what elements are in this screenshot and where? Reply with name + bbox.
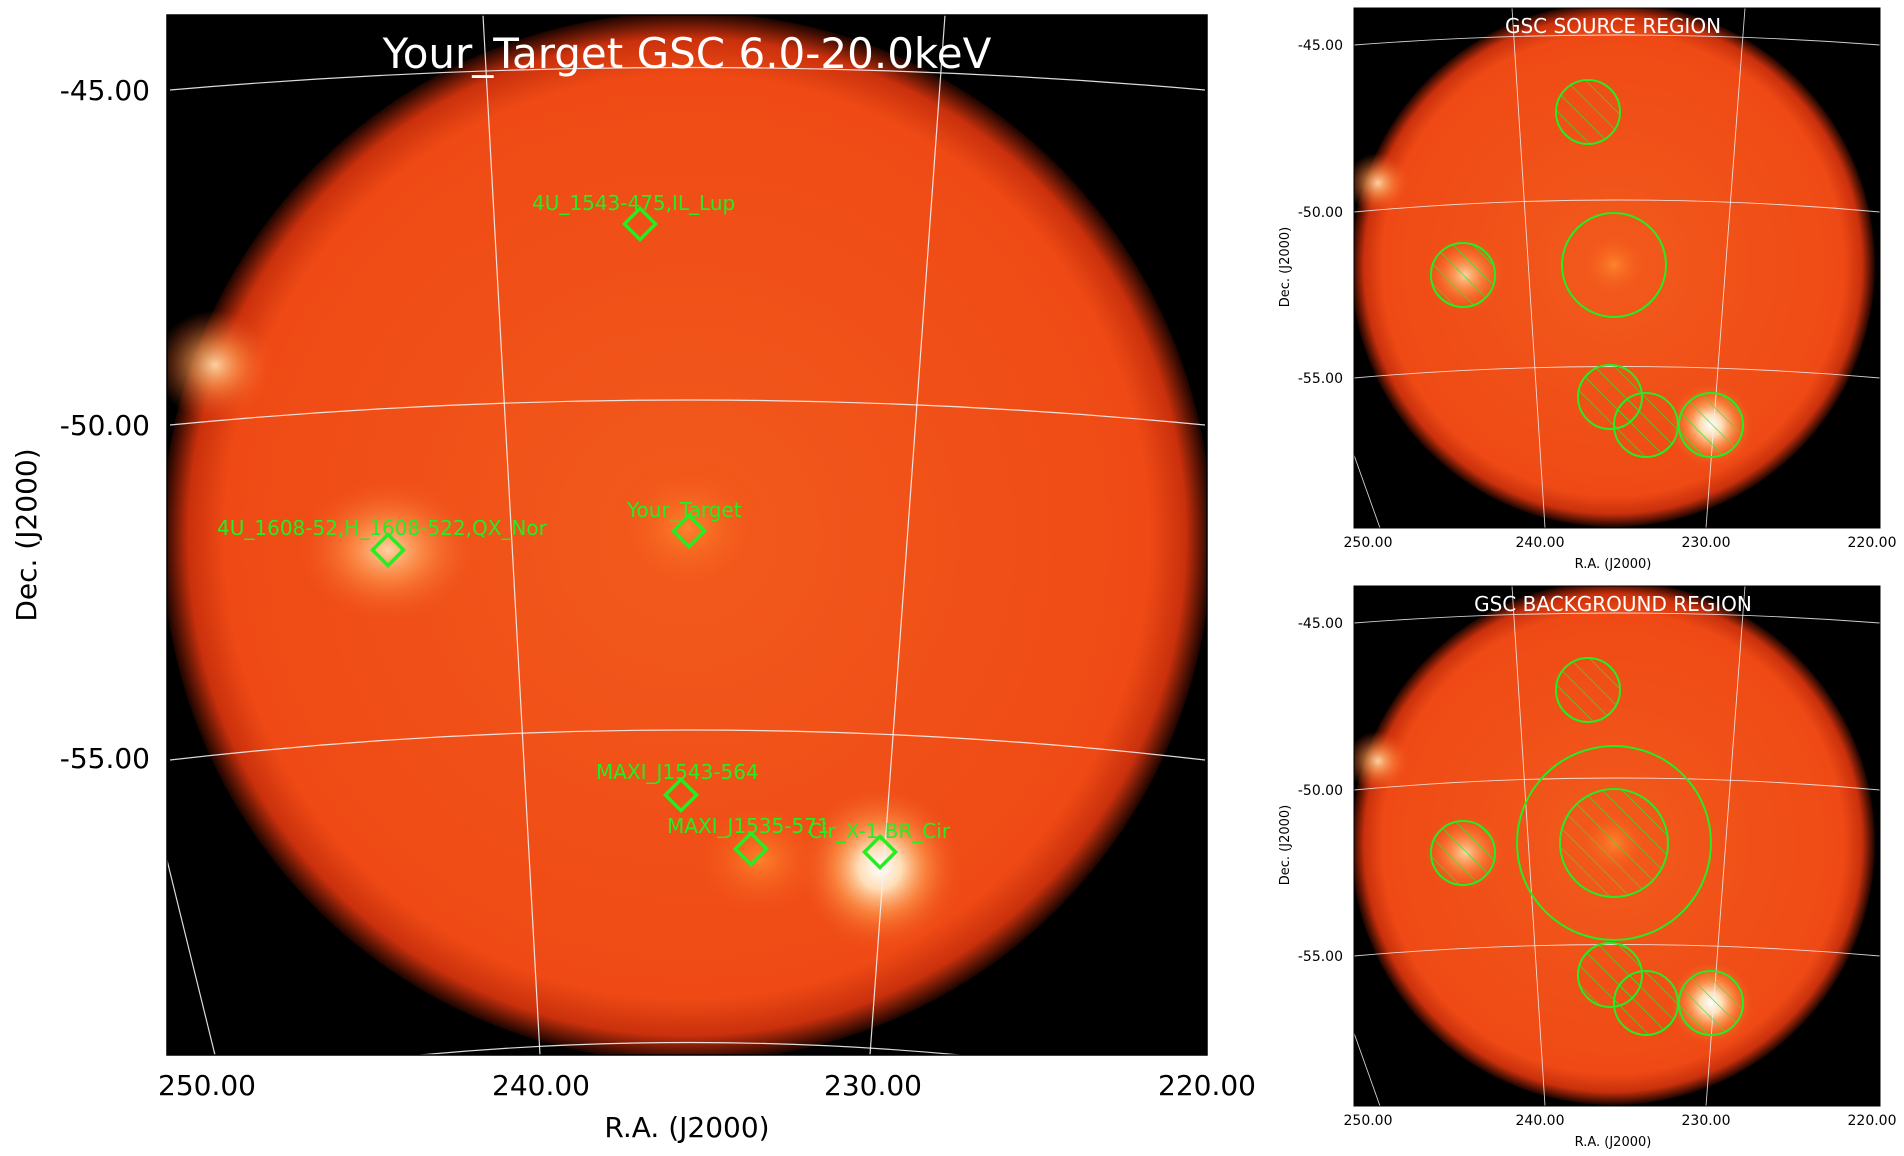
main-x-tick-label: 250.00 <box>158 1069 256 1102</box>
excluded-source-region <box>1559 788 1669 898</box>
bkg-y-tick-label: -45.00 <box>1298 616 1343 632</box>
src-y-tick-label: -55.00 <box>1298 371 1343 387</box>
bkg-y-tick-label: -50.00 <box>1298 783 1343 799</box>
excluded-region <box>1555 657 1621 723</box>
excluded-region <box>1678 970 1744 1036</box>
source-region-panel: GSC SOURCE REGION -45.00 -50.00 -55.00 2… <box>1278 7 1897 572</box>
main-y-tick-label: -55.00 <box>60 742 150 775</box>
source-label: Your_Target <box>626 498 742 522</box>
main-y-tick-label: -50.00 <box>60 409 150 442</box>
background-panel-title: GSC BACKGROUND REGION <box>1474 592 1752 616</box>
main-y-tick-label: -45.00 <box>60 74 150 107</box>
bkg-y-tick-label: -55.00 <box>1298 949 1343 965</box>
main-y-axis-label: Dec. (J2000) <box>10 448 43 621</box>
source-region-circle <box>1561 212 1667 318</box>
bkg-x-tick-label: 250.00 <box>1344 1113 1393 1129</box>
source-label: 4U_1608-52,H_1608-522,QX_Nor <box>217 516 548 540</box>
bkg-x-tick-label: 230.00 <box>1682 1113 1731 1129</box>
bkg-y-axis-label: Dec. (J2000) <box>1278 805 1293 885</box>
source-diamond-marker <box>732 830 770 868</box>
bkg-x-tick-label: 220.00 <box>1848 1113 1897 1129</box>
excluded-region <box>1430 820 1496 886</box>
source-diamond-marker <box>670 512 708 550</box>
background-region-panel: GSC BACKGROUND REGION -45.00 -50.00 -55.… <box>1278 585 1897 1150</box>
main-x-axis-label: R.A. (J2000) <box>604 1111 769 1144</box>
main-title: Your_Target GSC 6.0-20.0keV <box>382 29 992 78</box>
main-grid-ra-250 <box>167 859 216 1055</box>
main-grid-dec-45 <box>169 66 1206 91</box>
main-x-tick-label: 220.00 <box>1158 1069 1256 1102</box>
src-x-tick-label: 220.00 <box>1848 535 1897 551</box>
main-grid-ra-240 <box>482 15 541 1055</box>
source-markers: 4U_1543-475,IL_Lup Your_Target 4U_1608-5… <box>217 191 951 871</box>
src-x-tick-label: 230.00 <box>1682 535 1731 551</box>
source-label: MAXI_J1543-564 <box>596 760 759 784</box>
main-panel: 4U_1543-475,IL_Lup Your_Target 4U_1608-5… <box>10 14 1256 1144</box>
source-label: 4U_1543-475,IL_Lup <box>532 191 735 215</box>
src-y-axis-label: Dec. (J2000) <box>1278 227 1293 307</box>
src-y-tick-label: -50.00 <box>1298 205 1343 221</box>
main-grid-dec-60 <box>419 1041 961 1055</box>
excluded-region <box>1613 970 1679 1036</box>
excluded-region <box>1613 392 1679 458</box>
excluded-region <box>1555 79 1621 145</box>
source-diamond-marker <box>662 776 700 814</box>
main-x-tick-label: 240.00 <box>492 1069 590 1102</box>
src-y-tick-label: -45.00 <box>1298 38 1343 54</box>
source-diamond-marker <box>621 205 659 243</box>
bkg-x-axis-label: R.A. (J2000) <box>1575 1135 1652 1150</box>
source-panel-title: GSC SOURCE REGION <box>1505 14 1721 38</box>
main-grid-dec-55 <box>169 729 1206 761</box>
main-x-tick-label: 230.00 <box>824 1069 922 1102</box>
src-x-tick-label: 240.00 <box>1516 535 1565 551</box>
bkg-x-tick-label: 240.00 <box>1516 1113 1565 1129</box>
source-diamond-marker <box>369 531 407 569</box>
main-grid-ra-230 <box>869 15 946 1055</box>
src-x-axis-label: R.A. (J2000) <box>1575 557 1652 572</box>
main-grid-dec-50 <box>169 399 1206 426</box>
excluded-region <box>1678 392 1744 458</box>
source-diamond-marker <box>861 833 899 871</box>
src-x-tick-label: 250.00 <box>1344 535 1393 551</box>
background-annulus-outer <box>1516 745 1712 941</box>
excluded-region <box>1430 242 1496 308</box>
